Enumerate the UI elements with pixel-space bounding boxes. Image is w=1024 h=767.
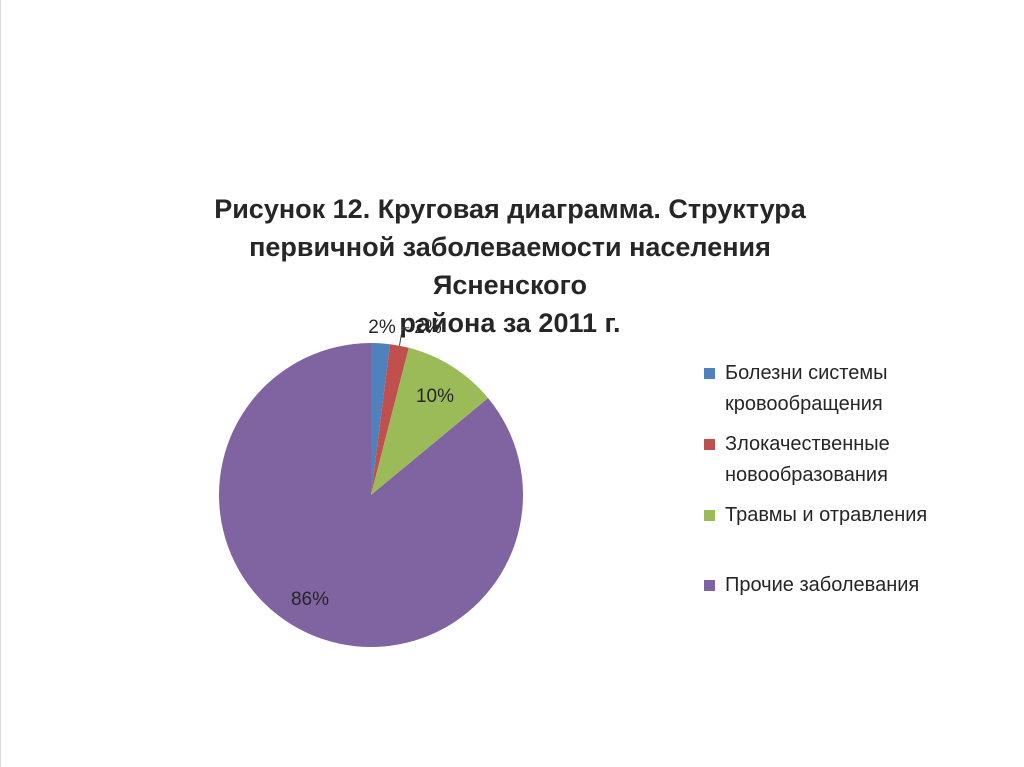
chart-title-line-3: района за 2011 г. bbox=[399, 308, 621, 338]
legend-swatch-neoplasms bbox=[704, 439, 715, 450]
pie-slice-neoplasms bbox=[371, 344, 409, 495]
legend-swatch-circulatory bbox=[704, 368, 715, 379]
legend-label-injuries-line-1: Травмы и отравления bbox=[725, 504, 928, 526]
legend-label-neoplasms-line-1: Злокачественные bbox=[725, 433, 890, 455]
legend-label-neoplasms: Злокачественные новообразования bbox=[725, 429, 1005, 491]
legend-label-injuries: Травмы и отравления bbox=[725, 500, 1005, 531]
pie-slice-injuries bbox=[371, 347, 489, 495]
data-label-circulatory: 2% bbox=[368, 317, 396, 338]
legend-label-other-line-1: Прочие заболевания bbox=[725, 574, 920, 596]
legend-label-circulatory-line-2: кровообращения bbox=[725, 393, 883, 415]
chart-title: Рисунок 12. Круговая диаграмма. Структур… bbox=[170, 190, 850, 342]
legend-swatch-other bbox=[704, 580, 715, 591]
data-label-injuries: 10% bbox=[416, 386, 454, 407]
legend-label-neoplasms-line-2: новообразования bbox=[725, 464, 888, 486]
legend-swatch-injuries bbox=[704, 510, 715, 521]
chart-title-line-2: первичной заболеваемости населения Яснен… bbox=[249, 232, 771, 300]
pie-slice-other bbox=[219, 343, 523, 647]
data-label-other: 86% bbox=[291, 589, 329, 610]
data-label-neoplasms: 2% bbox=[414, 317, 442, 338]
leader-line-neoplasms bbox=[398, 327, 410, 346]
chart-title-line-1: Рисунок 12. Круговая диаграмма. Структур… bbox=[214, 194, 806, 224]
legend-label-other: Прочие заболевания bbox=[725, 570, 1005, 601]
legend-label-circulatory: Болезни системы кровообращения bbox=[725, 358, 1005, 420]
pie-slice-circulatory bbox=[371, 343, 391, 495]
legend-label-circulatory-line-1: Болезни системы bbox=[725, 362, 888, 384]
slide-border bbox=[0, 0, 1, 767]
